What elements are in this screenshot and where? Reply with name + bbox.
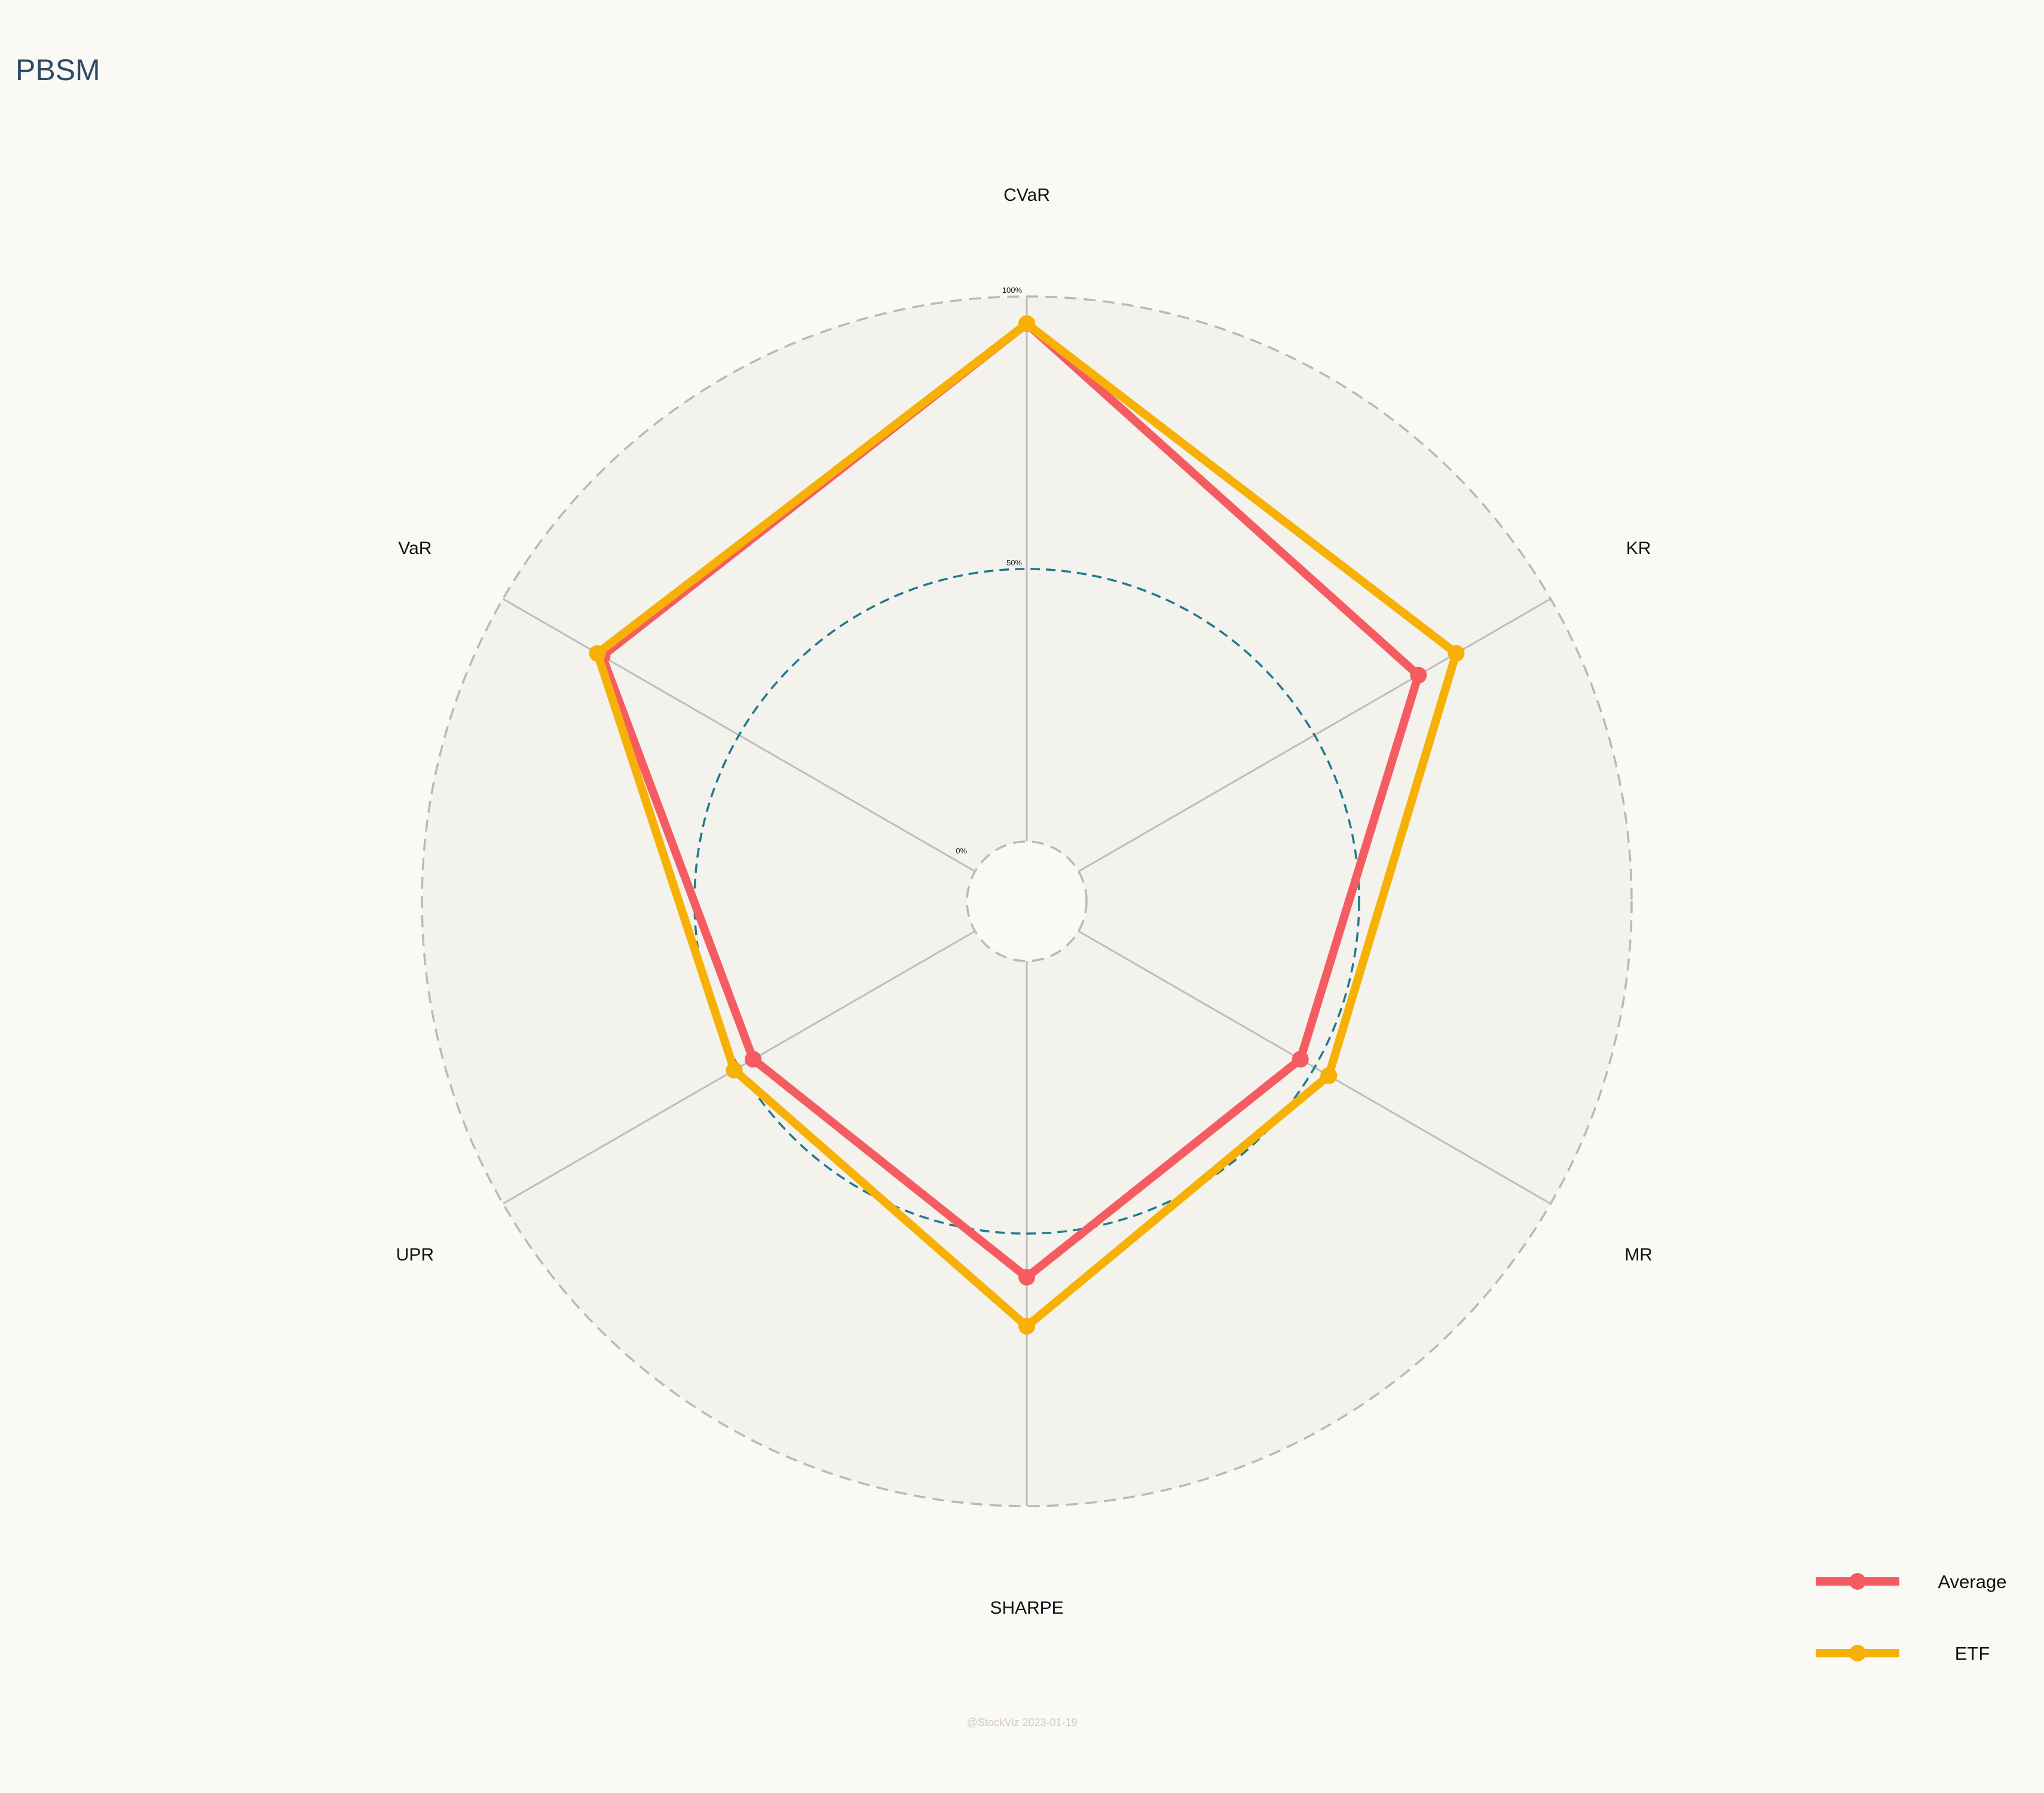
axis-label-sharpe: SHARPE [990,1598,1063,1618]
tick-label-100: 100% [1002,286,1023,295]
axis-label-cvar: CVaR [1003,185,1050,205]
grid-ring-100 [421,295,1633,1507]
radar-series [589,315,1465,1335]
legend-marker-etf [1849,1645,1866,1662]
tick-label-0: 0% [956,846,967,855]
radar-labels: 0% 50% 100% CVaR KR MR SHARPE UPR VaR [396,185,1653,1618]
point-etf-kr [1448,645,1465,662]
point-etf-var [589,645,606,662]
radar-grid [421,295,1633,1507]
point-average-kr [1410,666,1427,684]
point-average-sharpe [1018,1268,1035,1286]
chart-title: PBSM [16,53,100,87]
legend-item-average: Average [1816,1571,2006,1592]
legend-item-etf: ETF [1816,1643,1990,1664]
grid-ring-0 [966,840,1088,962]
point-average-mr [1292,1051,1309,1068]
axis-label-upr: UPR [396,1245,434,1265]
point-etf-upr [726,1061,743,1079]
legend-marker-average [1849,1573,1866,1590]
point-etf-mr [1320,1067,1338,1084]
axis-label-mr: MR [1624,1245,1653,1265]
point-etf-cvar [1018,315,1035,332]
tick-label-50: 50% [1006,558,1022,567]
legend-label-etf: ETF [1955,1643,1990,1664]
point-etf-sharpe [1018,1318,1035,1335]
axis-label-kr: KR [1626,538,1651,558]
legend: Average ETF [1816,1571,2006,1664]
legend-label-average: Average [1938,1571,2007,1592]
point-average-upr [745,1051,762,1068]
watermark: @StockViz 2023-01-19 [966,1716,1077,1728]
axis-label-var: VaR [398,538,432,558]
